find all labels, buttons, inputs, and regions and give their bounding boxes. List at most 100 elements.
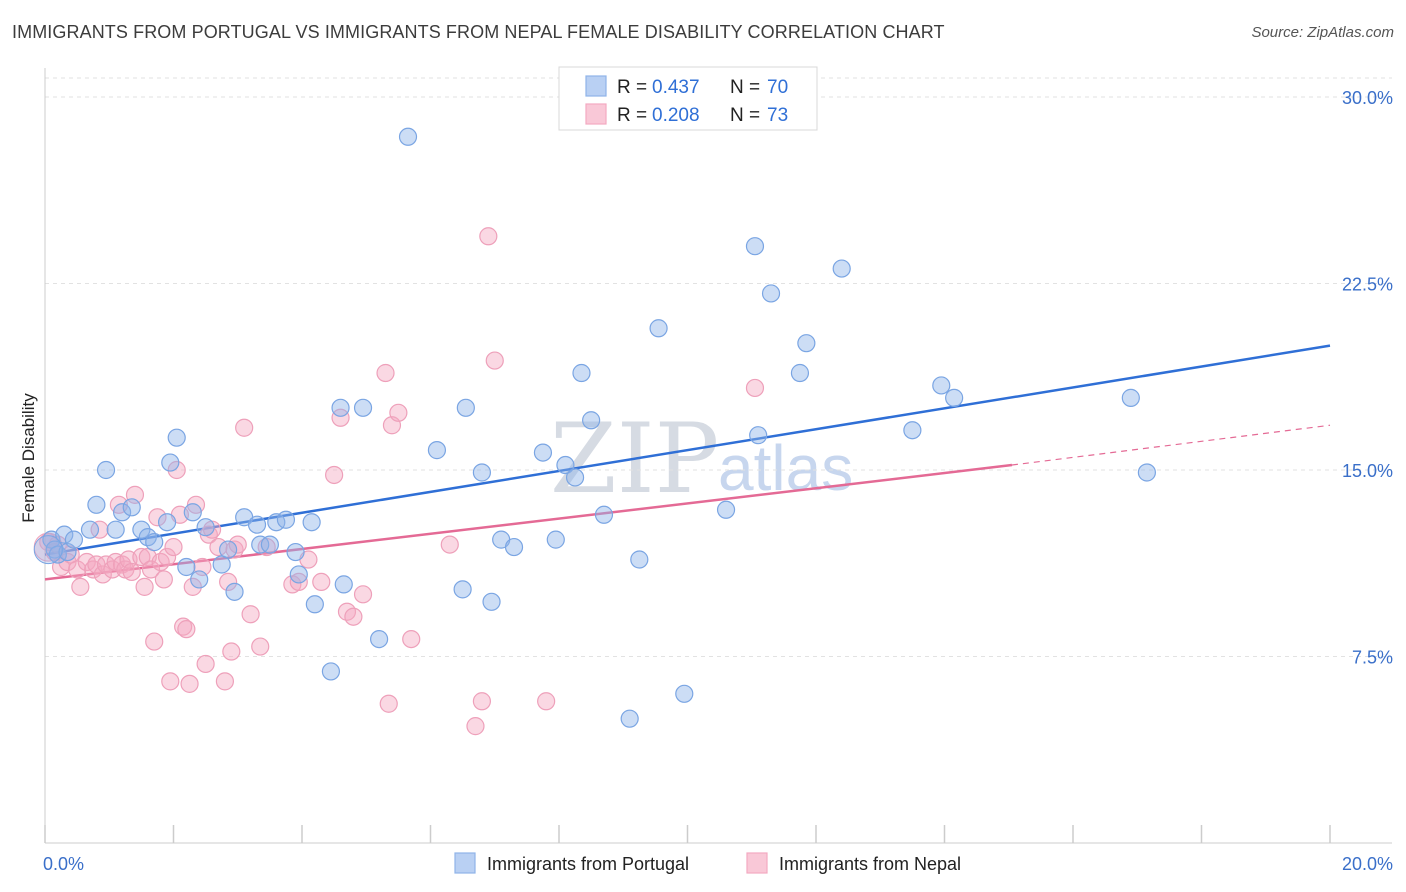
legend: R = 0.437 N = 70 R = 0.208 N = 73 xyxy=(558,66,818,131)
point-portugal xyxy=(190,570,209,589)
legend-swatch-portugal xyxy=(585,75,607,97)
point-nepal xyxy=(180,674,199,693)
point-portugal xyxy=(96,460,116,480)
y-tick-label: 22.5% xyxy=(1342,275,1393,295)
point-portugal xyxy=(504,537,524,557)
point-nepal xyxy=(251,637,270,656)
point-portugal xyxy=(289,565,308,584)
point-portugal xyxy=(33,535,63,565)
point-nepal xyxy=(219,572,238,592)
y-tick-label: 7.5% xyxy=(1352,648,1393,668)
series-nepal-points xyxy=(33,227,765,736)
point-portugal xyxy=(112,503,132,522)
point-portugal xyxy=(305,595,324,614)
point-nepal xyxy=(235,418,254,437)
point-nepal xyxy=(90,520,109,539)
point-portugal xyxy=(797,334,816,353)
point-portugal xyxy=(370,629,389,649)
legend-r-value-portugal: 0.437 xyxy=(652,77,700,98)
legend-n-label-portugal: N = xyxy=(730,77,760,98)
point-portugal xyxy=(565,468,585,487)
point-portugal xyxy=(177,557,196,577)
point-portugal xyxy=(472,463,491,482)
point-portugal xyxy=(1137,463,1156,482)
point-nepal xyxy=(241,605,260,624)
point-portugal xyxy=(932,376,951,395)
point-portugal xyxy=(761,284,781,303)
watermark: ZIP atlas xyxy=(550,403,853,515)
tick-labels: 7.5% 15.0% 22.5% 30.0% 0.0% 20.0% xyxy=(43,88,1393,874)
point-nepal xyxy=(402,629,421,649)
point-portugal xyxy=(398,127,418,146)
x-tick-label: 0.0% xyxy=(43,854,84,874)
point-portugal xyxy=(832,259,851,278)
point-nepal xyxy=(222,642,241,661)
point-portugal xyxy=(276,510,296,529)
point-portugal xyxy=(321,662,341,681)
point-nepal xyxy=(353,585,373,604)
bottom-legend: Immigrants from Portugal Immigrants from… xyxy=(454,852,961,874)
point-portugal xyxy=(630,550,649,569)
point-portugal xyxy=(453,580,472,599)
point-portugal xyxy=(675,684,694,703)
legend-n-value-portugal: 70 xyxy=(767,77,788,98)
point-portugal xyxy=(331,398,350,417)
point-nepal xyxy=(164,537,183,557)
point-portugal xyxy=(302,513,321,532)
point-nepal xyxy=(148,508,167,527)
bottom-legend-swatch-portugal xyxy=(454,852,476,874)
point-nepal xyxy=(376,363,395,383)
point-portugal xyxy=(87,495,106,514)
legend-n-value-nepal: 73 xyxy=(767,105,788,126)
point-nepal xyxy=(141,560,161,579)
point-nepal xyxy=(312,572,331,592)
point-portugal xyxy=(353,398,373,417)
point-portugal xyxy=(745,237,765,256)
point-nepal xyxy=(145,632,164,651)
point-nepal xyxy=(71,577,90,596)
point-nepal xyxy=(289,572,308,592)
point-portugal xyxy=(251,535,270,554)
point-portugal xyxy=(790,363,810,383)
point-portugal xyxy=(427,441,447,460)
legend-swatch-nepal xyxy=(585,103,607,125)
point-portugal xyxy=(649,319,668,338)
point-nepal xyxy=(132,547,151,567)
point-portugal xyxy=(161,453,180,472)
series-portugal-points xyxy=(33,127,1156,728)
point-portugal xyxy=(1121,388,1140,407)
source-label: Source: ZipAtlas.com xyxy=(1251,24,1394,41)
point-portugal xyxy=(196,518,215,537)
legend-r-value-nepal: 0.208 xyxy=(652,105,700,126)
y-tick-label: 15.0% xyxy=(1342,461,1393,481)
axes xyxy=(44,68,1392,844)
point-nepal xyxy=(177,620,196,639)
point-portugal xyxy=(80,520,100,539)
point-nepal xyxy=(331,408,350,427)
point-nepal xyxy=(472,692,491,711)
point-nepal xyxy=(537,692,556,711)
point-nepal xyxy=(466,717,485,736)
bottom-legend-label-portugal: Immigrants from Portugal xyxy=(487,854,689,874)
trend-lines xyxy=(44,344,1331,581)
point-nepal xyxy=(174,617,193,636)
point-portugal xyxy=(533,443,553,462)
point-portugal xyxy=(620,709,639,728)
point-portugal xyxy=(572,363,591,383)
point-nepal xyxy=(161,672,180,691)
trend-line-nepal-extension xyxy=(1011,424,1331,466)
bottom-legend-swatch-nepal xyxy=(746,852,768,874)
point-nepal xyxy=(228,535,247,554)
point-nepal xyxy=(154,570,173,589)
point-portugal xyxy=(594,505,614,524)
point-nepal xyxy=(157,547,177,567)
point-nepal xyxy=(68,560,87,579)
point-portugal xyxy=(132,520,151,539)
point-nepal xyxy=(745,378,765,398)
point-nepal xyxy=(379,694,398,713)
legend-r-label-portugal: R = xyxy=(617,77,647,98)
point-nepal xyxy=(325,465,344,485)
y-axis-title: Female Disability xyxy=(19,393,38,523)
point-portugal xyxy=(64,530,84,549)
trend-line-nepal xyxy=(44,463,1013,581)
